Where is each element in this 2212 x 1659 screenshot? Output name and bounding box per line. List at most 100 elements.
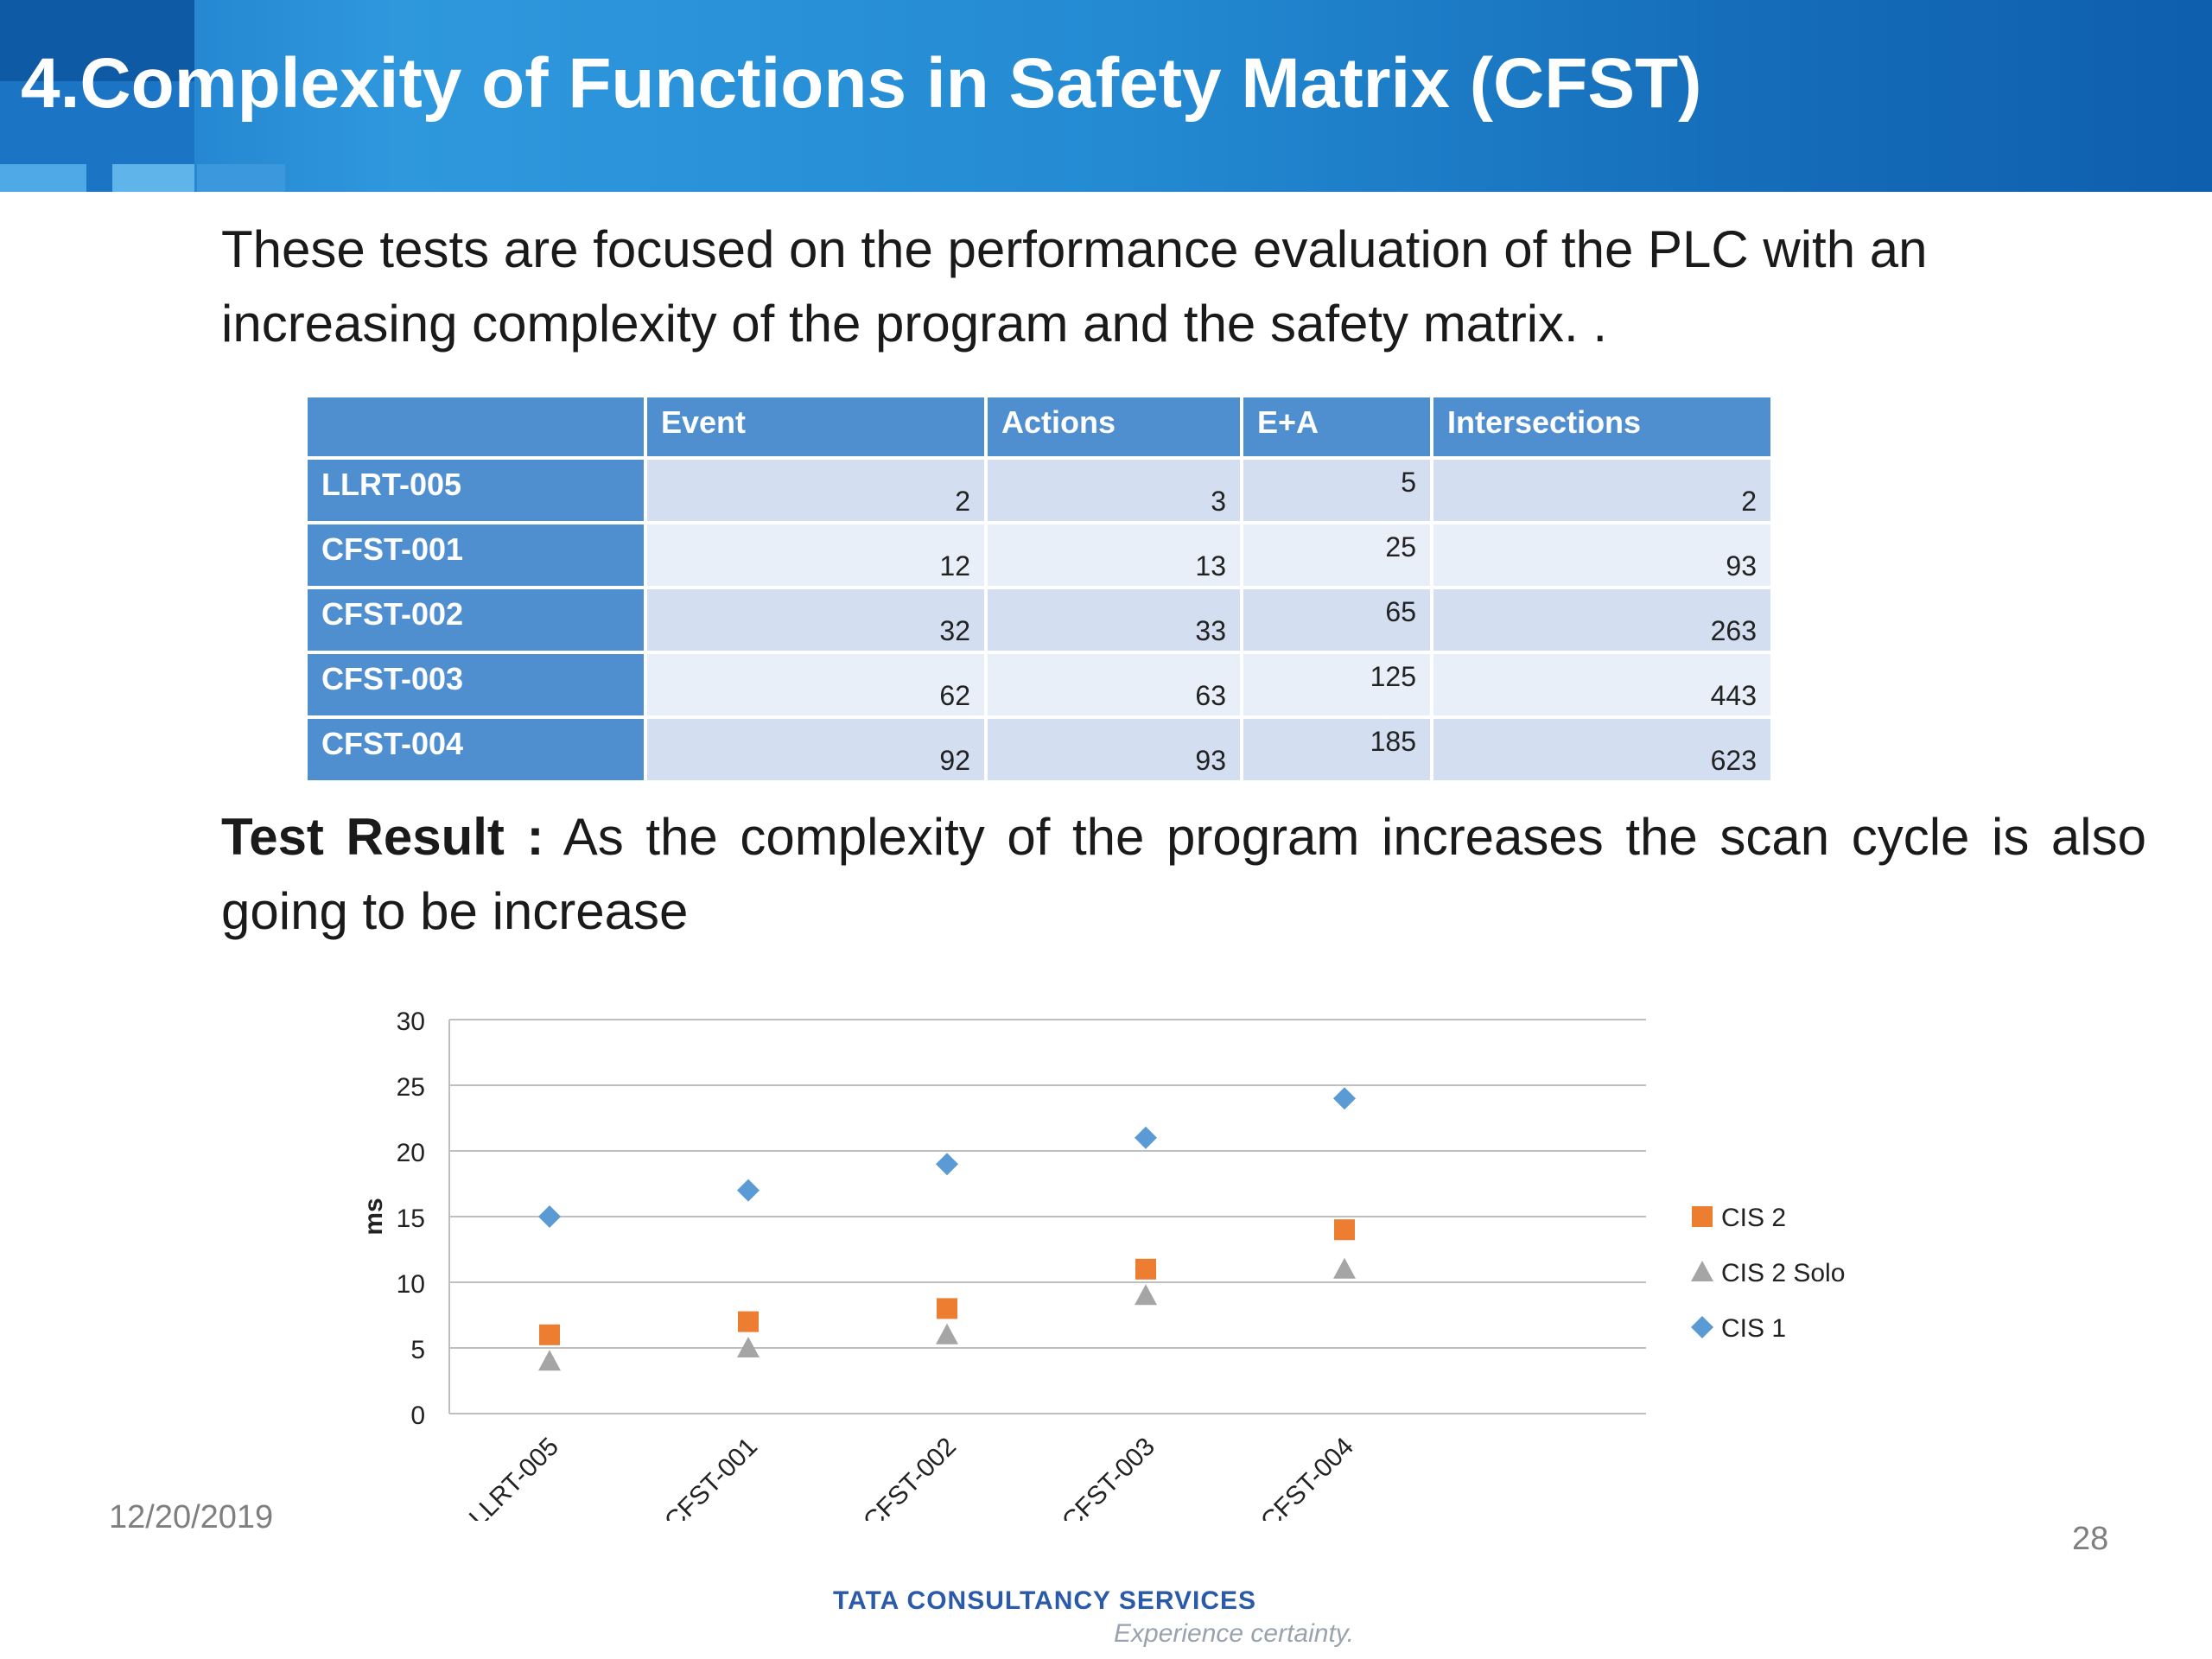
page-number: 28 [2072,1521,2109,1557]
y-tick-label: 5 [410,1336,425,1364]
data-point-cis-2-solo [737,1337,760,1357]
banner-block [0,0,194,81]
test-result-paragraph: Test Result : As the complexity of the p… [221,800,2146,949]
data-point-cis-2 [1334,1219,1355,1241]
x-tick-label: CFST-003 [1057,1433,1160,1521]
cell-value: 32 [939,615,970,646]
cell-event: 32 [647,589,984,651]
header-cell-ea: E+A [1243,397,1430,456]
legend-label: CIS 1 [1721,1314,1786,1343]
cell-value: 2 [955,486,970,517]
data-point-cis-2 [1135,1258,1156,1280]
cell-event: 2 [647,460,984,521]
cell-value: 25 [1385,531,1416,563]
table-row: CFST-003 62 63 125 443 [308,654,1770,715]
cell-value: 125 [1370,661,1416,692]
test-result-label: Test Result : [221,808,544,866]
complexity-table: Event Actions E+A Intersections LLRT-005… [304,394,1774,784]
cell-value: 263 [1710,615,1757,646]
cell-actions: 3 [988,460,1240,521]
cell-ea: 25 [1243,524,1430,586]
cell-value: 623 [1710,745,1757,776]
cell-actions: 93 [988,719,1240,780]
slide-title: 4.Complexity of Functions in Safety Matr… [21,44,1702,123]
x-tick-label: LLRT-005 [464,1433,564,1521]
logo-tagline: Experience certainty. [1114,1619,1354,1648]
cell-value: 443 [1710,680,1757,711]
cell-actions: 63 [988,654,1240,715]
data-point-cis-2-solo [1333,1257,1356,1279]
data-point-cis-2-solo [936,1323,958,1344]
cell-value: 62 [939,680,970,711]
table-row: CFST-002 32 33 65 263 [308,589,1770,651]
cell-intersections: 443 [1433,654,1770,715]
cell-actions: 33 [988,589,1240,651]
test-result-text: As the complexity of the program increas… [221,808,2146,940]
cell-value: 63 [1195,680,1226,711]
cell-value: 92 [939,745,970,776]
y-tick-label: 25 [397,1073,425,1102]
row-label: LLRT-005 [308,460,644,521]
x-tick-label: CFST-002 [858,1433,962,1521]
cell-value: 13 [1195,550,1226,582]
row-label: CFST-003 [308,654,644,715]
banner-block [0,164,86,192]
legend-marker [1691,1261,1713,1281]
cell-ea: 5 [1243,460,1430,521]
legend-marker [1691,1316,1713,1338]
slide-date: 12/20/2019 [109,1499,274,1535]
y-tick-label: 10 [397,1270,425,1299]
cell-value: 3 [1211,486,1226,517]
header-cell-intersections: Intersections [1433,397,1770,456]
legend-label: CIS 2 [1721,1204,1786,1232]
data-point-cis-2-solo [538,1350,561,1371]
title-banner: 4.Complexity of Functions in Safety Matr… [0,0,2212,192]
cell-value: 5 [1401,467,1416,498]
cell-value: 93 [1195,745,1226,776]
header-cell-actions: Actions [988,397,1240,456]
cell-intersections: 93 [1433,524,1770,586]
cell-value: 33 [1195,615,1226,646]
legend-label: CIS 2 Solo [1721,1259,1845,1287]
cell-ea: 185 [1243,719,1430,780]
cell-intersections: 623 [1433,719,1770,780]
data-point-cis-2 [937,1298,957,1319]
legend-marker [1692,1206,1713,1227]
cell-value: 185 [1370,726,1416,757]
cell-ea: 65 [1243,589,1430,651]
table-row: CFST-004 92 93 185 623 [308,719,1770,780]
cell-intersections: 263 [1433,589,1770,651]
cell-event: 62 [647,654,984,715]
y-tick-label: 30 [397,1007,425,1036]
cell-value: 65 [1385,596,1416,627]
y-tick-label: 15 [397,1205,425,1233]
header-cell-empty [308,397,644,456]
cell-actions: 13 [988,524,1240,586]
data-point-cis-2 [738,1311,759,1332]
header-cell-event: Event [647,397,984,456]
table-row: LLRT-005 2 3 5 2 [308,460,1770,521]
data-point-cis-2 [539,1324,560,1345]
table-header-row: Event Actions E+A Intersections [308,397,1770,456]
cell-value: 93 [1726,550,1757,582]
cell-value: 12 [939,550,970,582]
data-point-cis-1 [737,1179,760,1202]
table-row: CFST-001 12 13 25 93 [308,524,1770,586]
data-point-cis-2-solo [1135,1284,1157,1306]
y-axis-title: ms [359,1198,388,1235]
y-tick-label: 20 [397,1139,425,1167]
data-point-cis-1 [936,1153,958,1176]
scan-cycle-chart: 0 5 10 15 20 25 30 ms LLRT-005 CFST-001 CFST-002 CF… [359,1007,1845,1521]
company-logo: TATA CONSULTANCY SERVICES Experience cer… [833,1586,1354,1649]
cell-value: 2 [1741,486,1757,517]
logo-company-name: TATA CONSULTANCY SERVICES [833,1586,1257,1615]
cell-event: 92 [647,719,984,780]
data-point-cis-1 [538,1205,561,1228]
y-tick-label: 0 [410,1402,425,1430]
data-point-cis-1 [1135,1126,1157,1149]
x-tick-label: CFST-001 [659,1433,763,1521]
cell-intersections: 2 [1433,460,1770,521]
row-label: CFST-001 [308,524,644,586]
row-label: CFST-002 [308,589,644,651]
banner-block [112,164,194,192]
